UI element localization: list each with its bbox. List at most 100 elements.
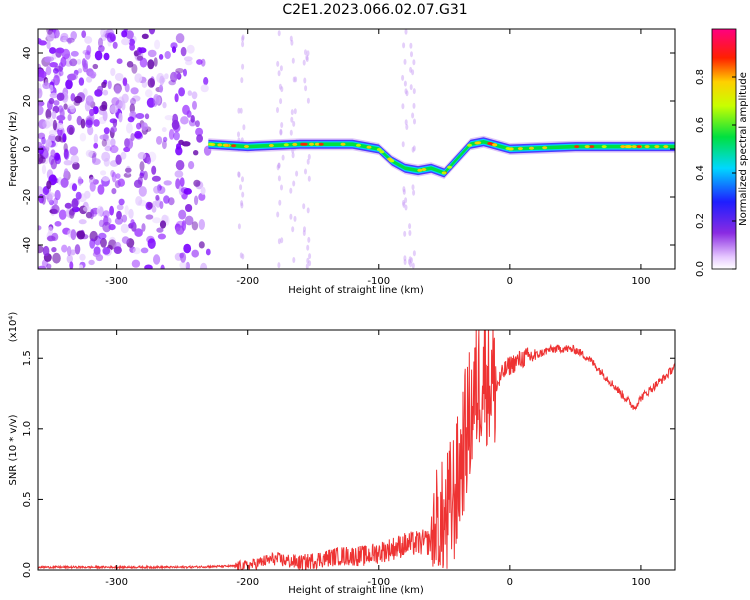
noise-cell: [64, 202, 72, 209]
noise-cell: [198, 219, 205, 230]
noise-streak: [278, 199, 282, 206]
noise-cell: [77, 176, 83, 186]
colorbar-tick-label: 0.8: [695, 69, 706, 85]
colorbar-tick-label: 0.4: [695, 165, 706, 181]
ridge-hotspot: [217, 143, 223, 147]
spectrogram-y-tick-label: -40: [22, 237, 33, 253]
noise-cell: [85, 149, 94, 158]
ridge-hotspot: [601, 145, 607, 149]
noise-cell: [105, 138, 111, 149]
noise-cell: [121, 236, 130, 244]
noise-cell: [126, 138, 134, 150]
noise-cell: [38, 225, 42, 231]
noise-cell: [41, 194, 46, 205]
noise-streak: [279, 98, 283, 105]
noise-cell: [168, 197, 175, 206]
snr-x-tick-label: -100: [367, 577, 390, 588]
noise-cell: [69, 208, 75, 219]
noise-cell: [114, 85, 121, 95]
noise-cell: [124, 205, 129, 216]
noise-cell: [175, 68, 184, 74]
noise-cell: [120, 151, 127, 160]
noise-cell: [159, 201, 164, 209]
noise-cell: [159, 75, 165, 86]
noise-cell: [129, 43, 136, 51]
noise-streak: [412, 59, 416, 66]
noise-cell: [174, 93, 179, 103]
noise-cell: [107, 80, 112, 90]
noise-cell: [93, 142, 99, 149]
snr-x-tick-label: 100: [631, 577, 650, 588]
noise-cell: [203, 77, 209, 86]
noise-cell: [101, 139, 107, 147]
figure-title: C2E1.2023.066.02.07.G31: [282, 2, 467, 18]
noise-streak: [292, 120, 296, 127]
noise-cell: [185, 60, 193, 66]
noise-cell: [112, 118, 118, 128]
noise-streak: [307, 175, 311, 182]
ridge-hotspot: [644, 145, 650, 149]
noise-cell: [198, 192, 206, 201]
noise-cell: [93, 119, 100, 127]
noise-cell: [38, 119, 47, 130]
ridge-hotspot: [318, 142, 324, 146]
noise-streak: [291, 57, 295, 64]
noise-cell: [69, 58, 78, 67]
noise-cell: [200, 262, 208, 269]
spectrogram-noise: [38, 29, 416, 269]
noise-cell: [70, 31, 77, 40]
noise-streak: [277, 262, 281, 269]
spectrogram-x-tick-label: -100: [367, 276, 390, 287]
noise-cell: [141, 33, 149, 39]
noise-cell: [87, 125, 94, 136]
ridge-hotspot: [376, 148, 382, 151]
noise-cell: [99, 104, 108, 112]
noise-cell: [184, 215, 194, 226]
noise-cell: [147, 238, 156, 250]
ridge-hotspot: [574, 145, 580, 149]
noise-cell: [160, 264, 165, 269]
ridge-hotspot: [366, 145, 372, 149]
noise-cell: [53, 100, 60, 106]
noise-cell: [106, 32, 116, 43]
noise-cell: [70, 93, 76, 102]
noise-cell: [132, 95, 141, 102]
noise-cell: [38, 68, 45, 77]
noise-cell: [52, 68, 59, 74]
noise-cell: [66, 254, 74, 264]
noise-cell: [55, 29, 60, 39]
noise-cell: [49, 47, 57, 54]
noise-streak: [411, 69, 415, 76]
noise-cell: [94, 50, 103, 61]
noise-cell: [125, 122, 133, 134]
colorbar-frame: [711, 28, 737, 270]
noise-cell: [116, 204, 124, 211]
noise-cell: [140, 247, 149, 254]
noise-cell: [57, 127, 63, 136]
snr-x-label: Height of straight line (km): [288, 585, 424, 596]
snr-series: [38, 330, 675, 570]
spectrogram-ridge: [208, 135, 675, 179]
noise-cell: [116, 210, 122, 220]
noise-cell: [196, 59, 203, 65]
noise-cell: [151, 175, 161, 182]
noise-streak: [241, 191, 245, 198]
noise-cell: [67, 114, 72, 121]
noise-streak: [404, 119, 408, 126]
noise-cell: [38, 156, 46, 164]
noise-cell: [96, 205, 104, 217]
snr-line: [38, 330, 675, 570]
noise-streak: [409, 261, 413, 268]
noise-cell: [102, 89, 109, 96]
noise-cell: [131, 259, 141, 268]
noise-cell: [174, 170, 184, 178]
noise-cell: [195, 127, 204, 137]
noise-cell: [168, 129, 175, 140]
noise-cell: [112, 41, 118, 49]
noise-cell: [46, 56, 55, 62]
noise-cell: [89, 209, 94, 220]
noise-cell: [162, 101, 167, 109]
ridge-hotspot: [467, 143, 473, 147]
noise-cell: [178, 209, 187, 220]
noise-cell: [122, 78, 128, 87]
